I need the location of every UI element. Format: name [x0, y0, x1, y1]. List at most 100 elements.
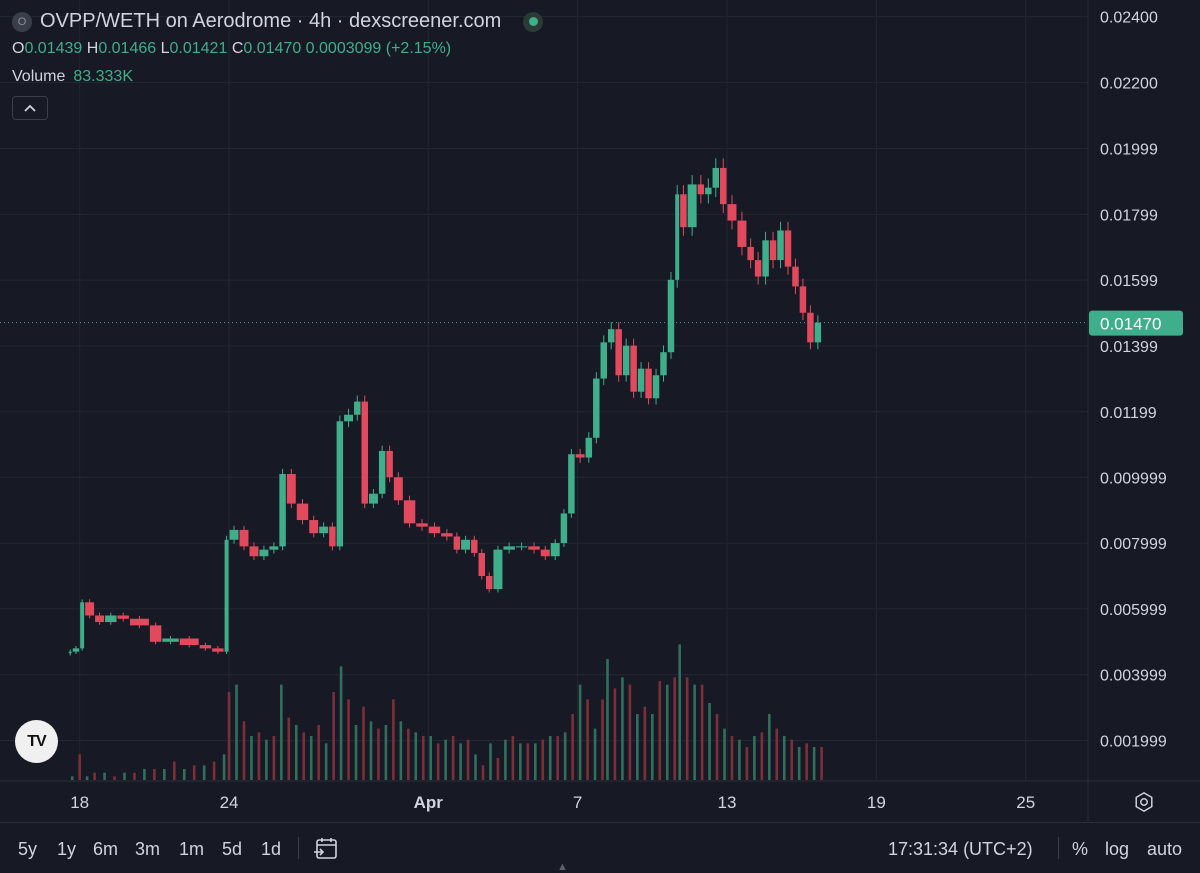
volume-bar — [723, 728, 726, 780]
candle-body — [239, 529, 249, 547]
volume-bar — [133, 772, 136, 780]
candle-body — [645, 368, 652, 399]
chart-header: O OVPP/WETH on Aerodrome · 4h · dexscree… — [12, 10, 544, 33]
volume-bar — [613, 688, 617, 780]
range-5d-button[interactable]: 5d — [222, 839, 243, 859]
volume-bar — [222, 754, 226, 780]
volume-bar — [571, 714, 574, 780]
candle-body — [660, 352, 667, 376]
volume-bar — [444, 739, 447, 780]
volume-legend: Volume 83.333K — [12, 68, 133, 86]
candle-body — [720, 167, 727, 205]
volume-bar — [163, 769, 166, 780]
y-tick-label: 0.02400 — [1100, 10, 1158, 27]
volume-bar — [526, 743, 530, 780]
candle-body — [814, 322, 822, 343]
volume-bar — [678, 644, 681, 780]
chevron-up-icon[interactable]: ▲ — [557, 861, 568, 873]
volume-bar — [242, 721, 246, 780]
candle-body — [784, 230, 792, 267]
volume-bar — [578, 684, 582, 780]
candle-body — [179, 638, 199, 646]
candle-body — [585, 437, 593, 458]
candle-body — [712, 167, 720, 188]
range-1m-button[interactable]: 1m — [179, 839, 205, 859]
volume-bar — [78, 754, 81, 780]
candle-body — [762, 240, 769, 277]
symbol-badge: O — [12, 11, 32, 32]
candle-body — [199, 645, 212, 649]
candle-body — [149, 625, 162, 642]
range-5y-button[interactable]: 5y — [18, 839, 38, 859]
gear-icon[interactable] — [1133, 791, 1155, 813]
candle-body — [428, 526, 441, 534]
chevron-up-icon — [24, 104, 36, 112]
candle-body — [309, 520, 319, 534]
range-1y-button[interactable]: 1y — [57, 839, 77, 859]
volume-bar — [369, 721, 373, 780]
auto-scale-button[interactable]: auto — [1147, 839, 1183, 859]
chart-title: OVPP/WETH on Aerodrome · 4h · dexscreene… — [40, 10, 502, 32]
y-tick-label: 0.01999 — [1100, 142, 1158, 159]
y-tick-label: 0.01199 — [1100, 405, 1157, 422]
volume-bar — [459, 743, 462, 780]
candle-body — [319, 526, 329, 534]
y-tick-label: 0.02200 — [1100, 75, 1158, 92]
volume-bar — [70, 776, 74, 780]
volume-bar — [790, 739, 794, 780]
candle-body — [747, 246, 754, 261]
volume-bar — [192, 765, 196, 780]
volume-bar — [143, 769, 146, 780]
last-price-tag — [1089, 310, 1183, 336]
percent-scale-button[interactable]: % — [1072, 839, 1089, 859]
candle-body — [485, 575, 493, 590]
candle-body — [471, 539, 478, 553]
range-1d-button[interactable]: 1d — [261, 839, 282, 859]
volume-bar — [280, 684, 283, 780]
tradingview-logo[interactable]: TV — [15, 720, 58, 763]
candle-body — [378, 450, 386, 494]
close-label: C — [231, 40, 244, 57]
volume-bar — [601, 699, 604, 780]
low-value: 0.01421 — [169, 40, 228, 57]
volume-bar — [113, 776, 116, 780]
y-tick-label: 0.01399 — [1100, 339, 1158, 356]
candle-body — [224, 539, 229, 652]
volume-bar — [665, 684, 669, 780]
candle-body — [675, 194, 680, 280]
price-chart[interactable]: 0.02400 0.02200 0.01999 0.01799 0.01599 0.013… — [0, 0, 1200, 822]
candle-body — [441, 533, 453, 537]
low-label: L — [160, 40, 170, 57]
candle-body — [354, 401, 361, 415]
candle-body — [478, 552, 485, 576]
open-label: O — [12, 40, 25, 57]
toolbar-divider — [1058, 837, 1059, 859]
candle-body — [615, 329, 622, 376]
volume-bar — [693, 684, 696, 780]
range-3m-button[interactable]: 3m — [135, 839, 161, 859]
candle-body — [296, 503, 309, 521]
volume-bar — [347, 699, 350, 780]
range-6m-button[interactable]: 6m — [93, 839, 119, 859]
volume-bar — [606, 659, 609, 780]
candle-body — [697, 184, 705, 195]
volume-bar — [172, 761, 176, 780]
log-scale-button[interactable]: log — [1105, 839, 1130, 859]
candle-body — [361, 401, 368, 504]
volume-bar — [628, 684, 632, 780]
x-tick-label: 24 — [220, 793, 239, 812]
candle-body — [393, 477, 403, 501]
calendar-range-icon[interactable] — [312, 835, 340, 863]
volume-bar — [302, 732, 306, 780]
candle-body — [528, 546, 540, 550]
collapse-legend-button[interactable] — [12, 96, 48, 120]
candle-body — [229, 529, 239, 540]
volume-bar — [436, 743, 440, 780]
volume-label: Volume — [12, 68, 66, 85]
candle-body — [461, 539, 471, 550]
volume-bar — [753, 736, 756, 780]
last-price-label: 0.01470 — [1100, 315, 1161, 334]
volume-bar — [265, 739, 268, 780]
volume-bar — [85, 776, 89, 780]
x-tick-label: 13 — [718, 793, 737, 812]
